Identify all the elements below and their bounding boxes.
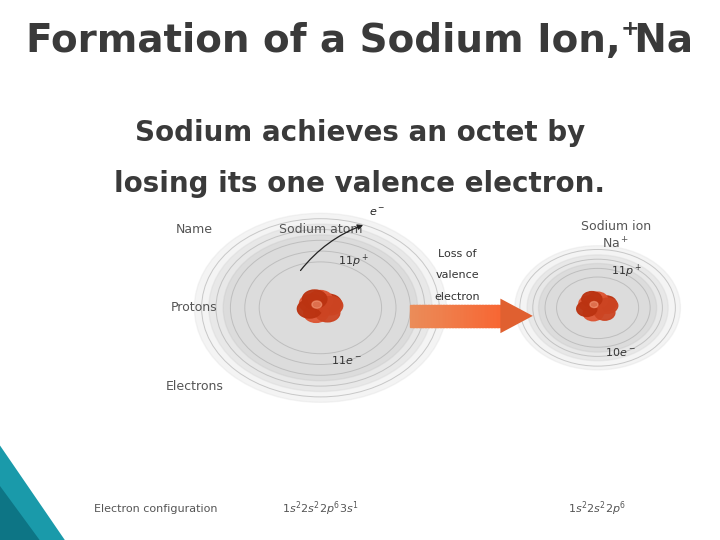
Text: Electron configuration: Electron configuration <box>94 504 217 514</box>
Circle shape <box>297 300 322 318</box>
Text: $11p^+$: $11p^+$ <box>338 253 369 270</box>
Bar <box>441 305 444 327</box>
Circle shape <box>539 264 657 352</box>
Bar <box>495 305 498 327</box>
Bar <box>480 305 483 327</box>
Bar <box>498 305 501 327</box>
Circle shape <box>595 305 615 320</box>
Circle shape <box>583 306 603 321</box>
Text: Sodium achieves an octet by: Sodium achieves an octet by <box>135 119 585 147</box>
Bar <box>419 305 423 327</box>
Bar <box>434 305 438 327</box>
Bar <box>426 305 429 327</box>
Text: Na$^+$: Na$^+$ <box>602 237 629 252</box>
Circle shape <box>577 301 597 316</box>
Bar <box>477 305 480 327</box>
Circle shape <box>312 301 322 308</box>
Circle shape <box>579 296 599 311</box>
Text: Loss of: Loss of <box>438 249 477 259</box>
Bar <box>438 305 441 327</box>
Bar <box>470 305 474 327</box>
Text: Formation of a Sodium Ion, Na: Formation of a Sodium Ion, Na <box>27 22 693 59</box>
Circle shape <box>590 301 598 308</box>
Circle shape <box>582 292 602 307</box>
Circle shape <box>318 296 343 315</box>
Circle shape <box>598 298 618 313</box>
Circle shape <box>308 299 333 317</box>
Circle shape <box>194 213 446 402</box>
Bar <box>455 305 459 327</box>
Text: Sodium ion: Sodium ion <box>580 220 651 233</box>
Text: $11e^-$: $11e^-$ <box>331 354 362 366</box>
Circle shape <box>588 300 608 315</box>
Text: Sodium atom: Sodium atom <box>279 223 362 236</box>
Bar <box>462 305 465 327</box>
Bar <box>431 305 435 327</box>
Bar <box>410 305 414 327</box>
Bar <box>444 305 447 327</box>
Polygon shape <box>500 299 533 333</box>
Polygon shape <box>0 486 40 540</box>
Circle shape <box>596 296 616 311</box>
Bar <box>459 305 462 327</box>
Circle shape <box>302 290 327 308</box>
Bar <box>485 305 489 327</box>
Bar <box>449 305 453 327</box>
Bar <box>452 305 456 327</box>
Bar <box>423 305 426 327</box>
Text: losing its one valence electron.: losing its one valence electron. <box>114 170 606 198</box>
Text: $1s^22s^22p^6$: $1s^22s^22p^6$ <box>569 500 626 518</box>
Text: $10e^-$: $10e^-$ <box>605 346 636 357</box>
Text: Name: Name <box>176 223 213 236</box>
Text: electron: electron <box>434 292 480 302</box>
Bar <box>467 305 471 327</box>
Bar <box>413 305 417 327</box>
Circle shape <box>223 235 418 381</box>
Circle shape <box>315 303 340 322</box>
Bar <box>446 305 450 327</box>
Text: $11p^+$: $11p^+$ <box>611 262 642 280</box>
Bar <box>416 305 420 327</box>
Circle shape <box>588 292 608 307</box>
Bar <box>428 305 432 327</box>
Text: $e^-$: $e^-$ <box>369 207 385 218</box>
Bar <box>488 305 492 327</box>
Circle shape <box>308 291 333 309</box>
Bar <box>482 305 486 327</box>
Text: Protons: Protons <box>171 301 217 314</box>
Text: Electrons: Electrons <box>166 380 223 393</box>
Text: valence: valence <box>436 271 479 280</box>
Bar <box>464 305 468 327</box>
Circle shape <box>209 224 432 392</box>
Circle shape <box>317 294 341 313</box>
Text: +: + <box>621 19 639 39</box>
Bar <box>474 305 477 327</box>
Circle shape <box>515 246 680 370</box>
Circle shape <box>527 255 668 361</box>
Circle shape <box>300 294 324 313</box>
Bar <box>491 305 495 327</box>
Text: $1s^22s^22p^63s^1$: $1s^22s^22p^63s^1$ <box>282 500 359 518</box>
Polygon shape <box>0 446 65 540</box>
Circle shape <box>304 304 328 322</box>
